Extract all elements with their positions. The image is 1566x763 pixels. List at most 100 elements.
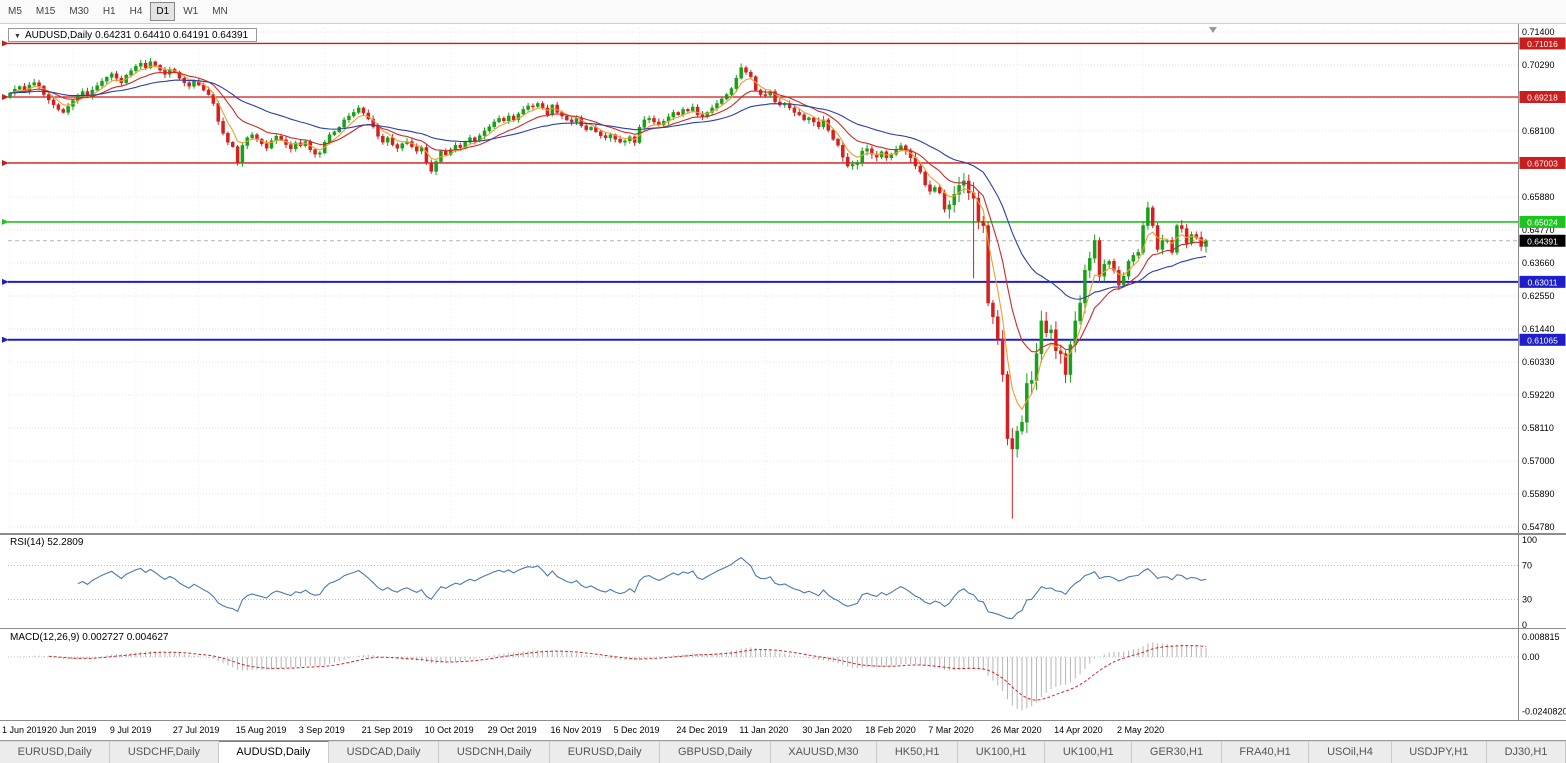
chart-tab-eurusd-daily[interactable]: EURUSD,Daily: [0, 741, 111, 763]
price-chart[interactable]: 0.714000.702900.691800.681000.669900.658…: [0, 24, 1566, 534]
svg-text:0: 0: [1522, 620, 1527, 629]
svg-text:0.61440: 0.61440: [1522, 324, 1555, 334]
chart-symbol-label: AUDUSD,Daily: [24, 30, 93, 41]
chart-tab-audusd-daily[interactable]: AUDUSD,Daily: [218, 741, 329, 763]
svg-text:0.63011: 0.63011: [1527, 277, 1557, 287]
level-marker-icon: [2, 336, 9, 343]
level-price-tag: [1519, 275, 1566, 288]
svg-text:0.70290: 0.70290: [1522, 60, 1555, 70]
moving-averages-layer: [9, 65, 1207, 411]
date-label: 29 Oct 2019: [487, 725, 537, 735]
svg-text:0.62550: 0.62550: [1522, 291, 1555, 301]
svg-text:70: 70: [1522, 561, 1532, 571]
chart-tab-xauusd-m30[interactable]: XAUUSD,M30: [770, 741, 878, 763]
bid-price-tag: [1519, 234, 1566, 247]
svg-text:0.65024: 0.65024: [1527, 217, 1558, 227]
svg-text:0.63660: 0.63660: [1522, 258, 1555, 268]
svg-text:0.69218: 0.69218: [1527, 92, 1558, 102]
svg-text:0.71400: 0.71400: [1522, 27, 1555, 37]
chart-tab-usdchf-daily[interactable]: USDCHF,Daily: [110, 741, 219, 763]
svg-text:0.68100: 0.68100: [1522, 126, 1555, 136]
date-label: 14 Apr 2020: [1054, 725, 1103, 735]
rsi-layer: [8, 557, 1518, 620]
date-label: 11 Jan 2020: [739, 725, 789, 735]
timeframe-button-m15[interactable]: M15: [35, 6, 56, 17]
svg-text:0.57000: 0.57000: [1522, 456, 1555, 466]
chevron-down-icon: ▼: [14, 33, 21, 40]
svg-text:0.008815: 0.008815: [1522, 632, 1560, 642]
svg-text:0.65880: 0.65880: [1522, 192, 1555, 202]
svg-text:0.61065: 0.61065: [1527, 335, 1558, 345]
date-label: 27 Jul 2019: [172, 725, 220, 735]
chart-tab-usdjpy-h1[interactable]: USDJPY,H1: [1391, 741, 1487, 763]
chart-tab-ger30-h1[interactable]: GER30,H1: [1132, 741, 1222, 763]
rsi-header: RSI(14) 52.2809: [10, 537, 84, 548]
timeframe-button-d1[interactable]: D1: [150, 2, 176, 21]
timeframe-button-h4[interactable]: H4: [129, 6, 143, 17]
macd-axis: 0.008815 0.00 -0.0240820: [1518, 629, 1566, 720]
svg-text:0.71016: 0.71016: [1527, 39, 1558, 49]
svg-text:0.00: 0.00: [1522, 652, 1540, 662]
date-label: 21 Sep 2019: [361, 725, 413, 735]
chart-tab-bar: EURUSD,Daily USDCHF,Daily AUDUSD,Daily USDC…: [0, 740, 1566, 763]
date-label: 2 May 2020: [1117, 725, 1165, 735]
chart-tab-fra40-h1[interactable]: FRA40,H1: [1221, 741, 1310, 763]
svg-text:0.64391: 0.64391: [1527, 236, 1558, 246]
level-price-tag: [1519, 215, 1566, 228]
level-lines[interactable]: [2, 40, 1518, 343]
svg-text:100: 100: [1522, 535, 1537, 545]
date-label: 3 Sep 2019: [298, 725, 345, 735]
date-label: 20 Jun 2019: [46, 725, 97, 735]
chart-tab-hk50-h1[interactable]: HK50,H1: [877, 741, 959, 763]
date-label: 1 Jun 2019: [2, 725, 47, 735]
level-marker-icon: [2, 93, 9, 100]
time-axis: 1 Jun 2019 20 Jun 2019 9 Jul 2019 27 Jul 20…: [0, 720, 1566, 740]
date-label: 26 Mar 2020: [991, 725, 1042, 735]
svg-text:0.58110: 0.58110: [1522, 423, 1554, 433]
rsi-line: [77, 557, 1207, 620]
timeframe-button-m30[interactable]: M30: [69, 6, 89, 17]
chart-symbol-box[interactable]: ▼ AUDUSD,Daily 0.64231 0.64410 0.64191 0.6…: [8, 28, 258, 42]
macd-header: MACD(12,26,9) 0.002727 0.004627: [10, 632, 169, 643]
chart-tab-usdcnh-daily[interactable]: USDCNH,Daily: [439, 741, 551, 763]
date-label: 18 Feb 2020: [865, 725, 916, 735]
rsi-indicator-panel[interactable]: 100 70 30 0: [0, 534, 1566, 629]
date-label: 24 Dec 2019: [676, 725, 728, 735]
level-marker-icon: [2, 40, 9, 47]
svg-text:0.64770: 0.64770: [1522, 225, 1555, 235]
level-marker-icon: [2, 159, 9, 166]
timeframe-button-w1[interactable]: W1: [183, 6, 199, 17]
level-price-tag: [1519, 90, 1566, 103]
level-price-tag: [1519, 333, 1566, 346]
chart-shift-icon[interactable]: [1209, 27, 1217, 33]
svg-text:0.54780: 0.54780: [1522, 522, 1555, 532]
svg-text:0.67003: 0.67003: [1527, 158, 1558, 168]
date-label: 15 Aug 2019: [235, 725, 287, 735]
macd-layer: [8, 642, 1518, 711]
chart-ohlc-values: 0.64231 0.64410 0.64191 0.64391: [95, 30, 249, 41]
svg-text:30: 30: [1522, 595, 1532, 605]
timeframe-toolbar: M5 M15 M30 H1 H4 D1 W1 MN: [0, 0, 1566, 24]
date-label: 5 Dec 2019: [613, 725, 660, 735]
chart-tab-uk100-h1[interactable]: UK100,H1: [958, 741, 1046, 763]
chart-tab-usoil-h4[interactable]: USOil,H4: [1309, 741, 1392, 763]
chart-tab-usdcad-daily[interactable]: USDCAD,Daily: [328, 741, 440, 763]
level-marker-icon: [2, 278, 9, 285]
timeframe-button-h1[interactable]: H1: [102, 6, 116, 17]
svg-text:0.60330: 0.60330: [1522, 357, 1555, 367]
svg-text:0.55890: 0.55890: [1522, 489, 1555, 499]
chart-tab-dj30-h1[interactable]: DJ30,H1: [1486, 741, 1566, 763]
price-axis: 0.714000.702900.691800.681000.669900.658…: [0, 24, 1566, 534]
macd-indicator-panel[interactable]: 0.008815 0.00 -0.0240820: [0, 629, 1566, 720]
chart-tab-uk100-h1[interactable]: UK100,H1: [1045, 741, 1133, 763]
ma-34-line: [9, 79, 1207, 300]
timeframe-button-m5[interactable]: M5: [8, 6, 22, 17]
svg-text:-0.0240820: -0.0240820: [1522, 707, 1566, 717]
ma-5-line: [9, 65, 1207, 411]
chart-tab-gbpusd-daily[interactable]: GBPUSD,Daily: [660, 741, 771, 763]
level-price-tag: [1519, 156, 1566, 169]
date-label: 9 Jul 2019: [109, 725, 152, 735]
timeframe-button-mn[interactable]: MN: [212, 6, 228, 17]
chart-tab-eurusd-daily[interactable]: EURUSD,Daily: [550, 741, 661, 763]
